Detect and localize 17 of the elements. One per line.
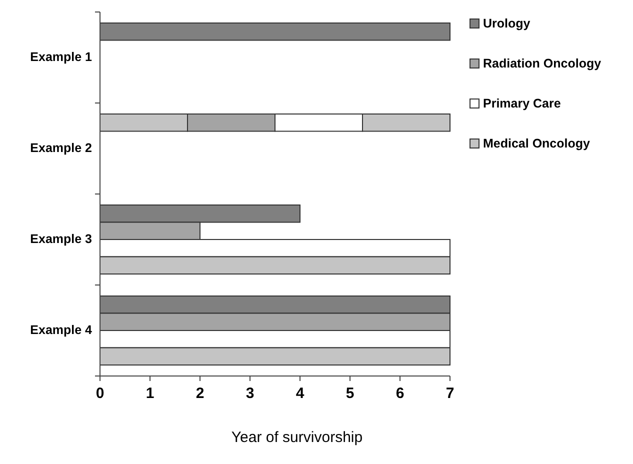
y-tick-label: Example 2 [30,140,92,155]
x-tick-label: 7 [446,385,454,402]
x-tick-label: 3 [246,385,254,402]
x-axis-title: Year of survivorship [231,429,363,446]
x-tick-label: 1 [146,385,154,402]
x-tick-label: 5 [346,385,354,402]
x-tick-label: 0 [96,385,104,402]
y-tick-label: Example 4 [30,322,92,337]
x-tick-label: 6 [396,385,404,402]
y-tick-label: Example 1 [30,50,92,64]
x-tick-label: 2 [196,385,204,402]
legend-label: Medical Oncology [483,136,590,150]
y-tick-label: Example 3 [30,232,92,246]
legend-label: Primary Care [483,96,561,110]
legend-label: Urology [483,16,530,30]
legend-label: Radiation Oncology [483,56,602,70]
x-tick-label: 4 [296,385,305,402]
